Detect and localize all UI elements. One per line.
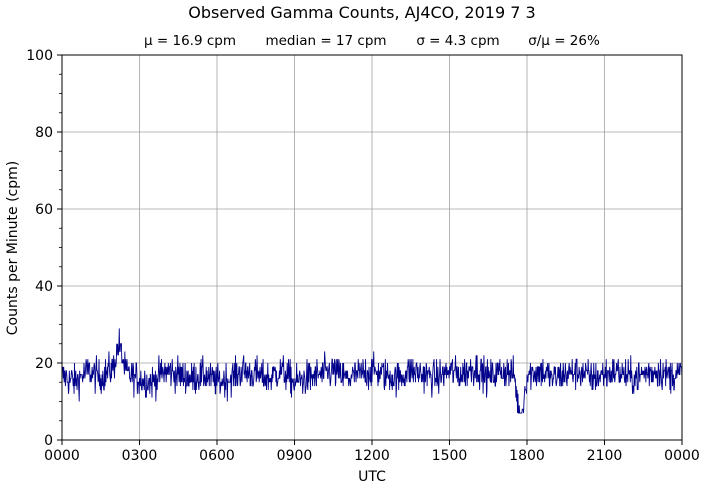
series-line	[61, 328, 683, 414]
x-tick-label: 0900	[277, 448, 313, 464]
x-tick-label: 0600	[199, 448, 235, 464]
y-tick-label: 0	[44, 433, 53, 449]
x-tick-label: 1200	[354, 448, 390, 464]
y-tick-label: 40	[35, 279, 53, 295]
y-axis-ticks: 0 20 40 60 80 100	[26, 48, 62, 449]
data-series	[61, 328, 683, 414]
x-tick-label: 0300	[122, 448, 158, 464]
y-tick-label: 80	[35, 125, 53, 141]
y-axis-label: Counts per Minute (cpm)	[5, 161, 21, 335]
x-tick-label: 1800	[509, 448, 545, 464]
y-tick-label: 100	[26, 48, 53, 64]
x-tick-label: 1500	[432, 448, 468, 464]
stat-mean: μ = 16.9 cpm	[144, 33, 236, 49]
y-tick-label: 20	[35, 356, 53, 372]
stat-median: median = 17 cpm	[265, 33, 386, 49]
stat-sigma-ratio: σ/μ = 26%	[528, 33, 600, 49]
stat-sigma: σ = 4.3 cpm	[416, 33, 499, 49]
x-axis-ticks: 0000 0300 0600 0900 1200 1500 1800 2100 0000	[44, 440, 700, 464]
x-tick-label: 0000	[664, 448, 700, 464]
x-tick-label: 0000	[44, 448, 80, 464]
x-tick-label: 2100	[587, 448, 623, 464]
x-axis-label: UTC	[358, 469, 386, 485]
chart-title: Observed Gamma Counts, AJ4CO, 2019 7 3	[188, 3, 535, 22]
y-tick-label: 60	[35, 202, 53, 218]
